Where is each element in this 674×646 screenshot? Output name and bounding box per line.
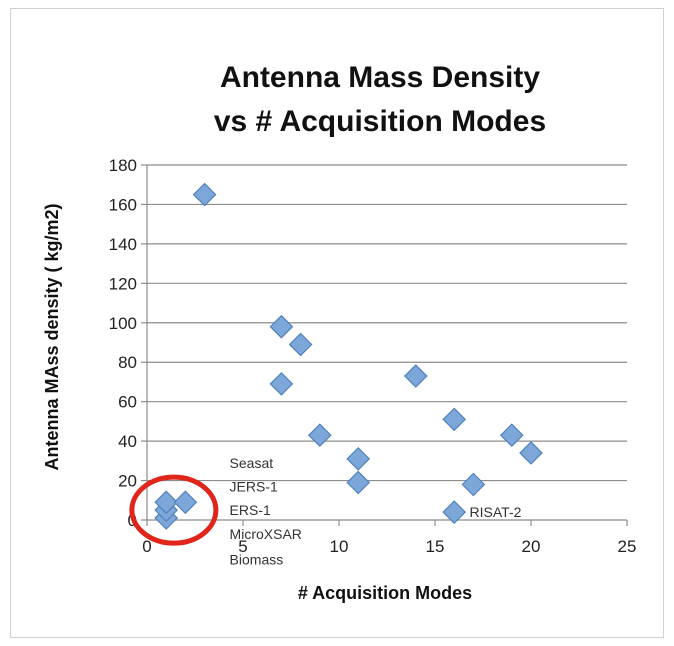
highlight	[129, 474, 219, 546]
y-tick-label: 80	[118, 353, 137, 372]
x-tick-label: 5	[238, 537, 247, 556]
data-point	[192, 182, 217, 207]
annotation-label: JERS-1	[230, 478, 278, 494]
data-point	[173, 490, 198, 515]
data-point	[154, 490, 179, 515]
y-tick-label: 160	[109, 195, 137, 214]
data-point	[519, 441, 543, 465]
x-tick-label: 20	[522, 537, 541, 556]
y-tick-label: 60	[118, 393, 137, 412]
chart-title-line-2: vs # Acquisition Modes	[214, 105, 546, 138]
scatter-chart: Antenna Mass Density vs # Acquisition Mo…	[42, 61, 637, 603]
chart-frame: Antenna Mass Density vs # Acquisition Mo…	[10, 8, 664, 638]
y-tick-label: 20	[118, 472, 137, 491]
chart-title: Antenna Mass Density vs # Acquisition Mo…	[214, 61, 546, 138]
y-tick-label: 120	[109, 274, 137, 293]
data-point	[288, 332, 313, 357]
annotation-label: Biomass	[230, 551, 284, 567]
data-point	[269, 372, 294, 396]
highlight-circle	[129, 474, 219, 546]
annotation-label: RISAT-2	[470, 504, 522, 520]
grid	[147, 164, 627, 482]
data-point	[346, 447, 371, 471]
x-tick-label: 15	[426, 537, 445, 556]
data-point	[269, 314, 294, 339]
data-point	[346, 470, 371, 495]
axes	[141, 164, 628, 526]
y-axis-title: Antenna MAss density ( kg/m2)	[42, 203, 62, 470]
y-tick-label: 140	[109, 235, 137, 254]
annotation-label: MicroXSAR	[230, 526, 302, 542]
y-tick-label: 100	[109, 314, 137, 333]
data-point	[307, 423, 332, 448]
x-tick-label: 10	[330, 537, 349, 556]
y-tick-label: 180	[109, 156, 137, 175]
annotations: Seasat JERS-1 ERS-1 MicroXSAR Biomass RISAT-2	[230, 455, 522, 568]
annotation-label: Seasat	[230, 455, 274, 471]
data-point	[403, 364, 428, 388]
data-point	[461, 472, 486, 497]
annotation-label: ERS-1	[230, 502, 271, 518]
chart-title-line-1: Antenna Mass Density	[220, 61, 540, 94]
data-point	[499, 423, 524, 448]
x-tick-label: 0	[142, 537, 151, 556]
data-point	[442, 407, 467, 432]
data-point	[442, 500, 467, 524]
x-tick-label: 25	[618, 537, 637, 556]
x-axis-title: # Acquisition Modes	[298, 583, 472, 603]
data-points	[154, 182, 543, 530]
y-tick-label: 40	[118, 432, 137, 451]
